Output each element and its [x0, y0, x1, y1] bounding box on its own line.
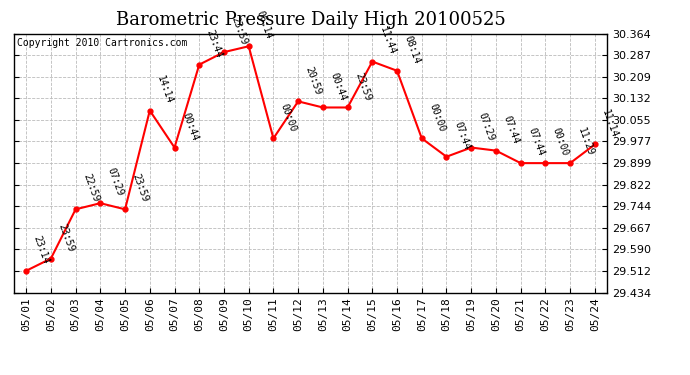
- Text: Copyright 2010 Cartronics.com: Copyright 2010 Cartronics.com: [17, 38, 187, 48]
- Text: 07:44: 07:44: [502, 114, 521, 145]
- Text: 14:14: 14:14: [155, 74, 175, 105]
- Text: 11:29: 11:29: [575, 126, 595, 158]
- Text: 00:00: 00:00: [427, 102, 446, 133]
- Text: 07:44: 07:44: [452, 120, 471, 151]
- Text: 07:29: 07:29: [106, 166, 126, 198]
- Text: 07:29: 07:29: [477, 111, 496, 142]
- Text: 23:44: 23:44: [205, 28, 224, 59]
- Text: 11:14: 11:14: [600, 108, 620, 139]
- Title: Barometric Pressure Daily High 20100525: Barometric Pressure Daily High 20100525: [116, 11, 505, 29]
- Text: 11:44: 11:44: [378, 25, 397, 56]
- Text: 23:59: 23:59: [57, 222, 76, 253]
- Text: 00:44: 00:44: [180, 111, 199, 142]
- Text: 20:59: 20:59: [304, 65, 323, 96]
- Text: 23:59: 23:59: [130, 173, 150, 204]
- Text: 23:14: 23:14: [32, 234, 51, 265]
- Text: 23:59: 23:59: [230, 15, 249, 46]
- Text: 06:14: 06:14: [254, 10, 274, 41]
- Text: 08:14: 08:14: [402, 34, 422, 65]
- Text: 23:59: 23:59: [353, 71, 373, 102]
- Text: 00:00: 00:00: [279, 102, 298, 133]
- Text: 00:00: 00:00: [551, 126, 571, 158]
- Text: 07:44: 07:44: [526, 126, 546, 158]
- Text: 22:59: 22:59: [81, 173, 101, 204]
- Text: 00:44: 00:44: [328, 71, 348, 102]
